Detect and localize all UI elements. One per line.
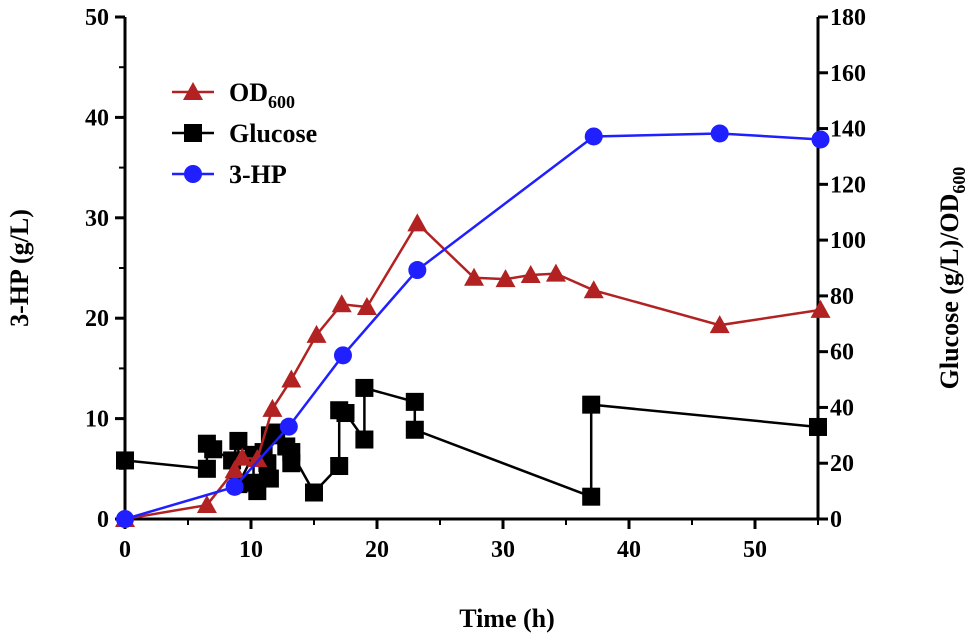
y-left-tick-label: 20 — [85, 306, 109, 332]
y-right-tick-label: 140 — [830, 117, 866, 143]
od600-data-point — [331, 294, 352, 313]
od600-data-point — [262, 398, 283, 417]
legend-label-main: OD — [229, 78, 268, 107]
y-right-tick-label: 160 — [830, 61, 866, 87]
glucose-data-point — [305, 483, 323, 502]
od600-data-point — [583, 280, 604, 299]
y-right-tick-label: 80 — [830, 284, 854, 310]
plot-series — [115, 124, 831, 528]
glucose-data-point — [184, 124, 202, 142]
glucose-data-point — [336, 404, 355, 423]
y-right-tick-label: 180 — [830, 5, 866, 31]
axis-titles: Time (h) 3-HP (g/L) Glucose (g/L)/OD600 — [5, 167, 969, 633]
glucose-data-point — [258, 454, 277, 473]
3hp-data-point — [279, 417, 298, 436]
x-tick-label: 40 — [617, 537, 641, 563]
legend: OD600 Glucose 3-HP — [172, 78, 317, 189]
y-right-tick-label: 60 — [830, 340, 854, 366]
legend-item: Glucose — [172, 119, 317, 148]
od600-data-point — [306, 324, 327, 343]
3hp-data-point — [225, 477, 244, 496]
3hp-data-point — [811, 130, 830, 149]
glucose-data-point — [229, 431, 248, 450]
od600-data-point — [281, 369, 302, 388]
3hp-data-point — [333, 346, 352, 365]
glucose-data-point — [116, 451, 134, 470]
od600-data-point — [247, 449, 268, 468]
y-axis-right-title-main: Glucose (g/L)/OD — [935, 194, 964, 390]
axes: 0 10 20 30 40 50 0 10 20 30 40 50 0 20 40 60 80 100 120 140… — [85, 5, 866, 563]
y-right-tick-label: 100 — [830, 228, 866, 254]
od600-data-point — [495, 269, 516, 288]
glucose-data-point — [582, 395, 601, 414]
y-left-tick-label: 0 — [97, 507, 109, 533]
glucose-data-point — [204, 440, 223, 459]
y-right-tick-label: 20 — [830, 451, 854, 477]
x-tick-label: 30 — [491, 537, 515, 563]
y-axis-left-title: 3-HP (g/L) — [5, 209, 34, 327]
od600-data-point — [464, 267, 485, 286]
glucose-data-point — [405, 392, 424, 411]
od600-data-point — [232, 447, 253, 466]
glucose-data-point — [260, 469, 279, 488]
3hp-data-point — [408, 261, 427, 280]
od600-data-point — [407, 213, 428, 232]
glucose-data-point — [355, 430, 374, 449]
glucose-data-point — [330, 457, 349, 476]
legend-item: OD600 — [172, 78, 295, 112]
y-right-tick-label: 120 — [830, 172, 866, 198]
y-left-tick-label: 30 — [85, 206, 109, 232]
od600-data-point — [545, 263, 566, 282]
legend-label: Glucose — [229, 119, 317, 148]
glucose-data-point — [809, 417, 827, 436]
glucose-data-point — [282, 443, 301, 462]
3hp-data-point — [584, 127, 603, 146]
y-axis-right-title: Glucose (g/L)/OD600 — [935, 167, 969, 390]
3hp-data-point — [184, 165, 202, 183]
series-od600 — [115, 213, 831, 527]
od600-data-point — [709, 315, 730, 334]
y-right-tick-label: 40 — [830, 395, 854, 421]
series-line — [124, 132, 821, 521]
od600-data-point — [224, 460, 245, 479]
od600-data-point — [810, 299, 831, 318]
y-left-tick-label: 50 — [85, 5, 109, 31]
od600-data-point — [196, 495, 217, 514]
legend-item: 3-HP — [172, 160, 287, 189]
3hp-data-point — [116, 510, 134, 528]
x-tick-label: 0 — [119, 537, 131, 563]
legend-label: OD600 — [229, 78, 295, 112]
od600-data-point — [356, 297, 377, 316]
glucose-data-point — [582, 487, 601, 506]
y-left-tick-label: 40 — [85, 105, 109, 131]
x-axis-title: Time (h) — [459, 604, 555, 633]
od600-data-point — [520, 264, 541, 283]
series-3-hp — [116, 124, 830, 528]
legend-label-main: Glucose — [229, 119, 317, 148]
od600-data-point — [183, 82, 203, 100]
y-left-tick-label: 10 — [85, 407, 109, 433]
legend-label-sub: 600 — [268, 92, 295, 112]
x-tick-label: 20 — [365, 537, 389, 563]
x-tick-label: 50 — [743, 537, 767, 563]
glucose-data-point — [197, 459, 216, 478]
y-axis-right-title-sub: 600 — [949, 167, 969, 194]
y-right-tick-label: 0 — [830, 507, 842, 533]
3hp-data-point — [710, 124, 729, 143]
glucose-data-point — [405, 420, 424, 439]
legend-label: 3-HP — [229, 160, 287, 189]
glucose-data-point — [355, 378, 374, 397]
x-tick-label: 10 — [239, 537, 263, 563]
legend-label-main: 3-HP — [229, 160, 287, 189]
